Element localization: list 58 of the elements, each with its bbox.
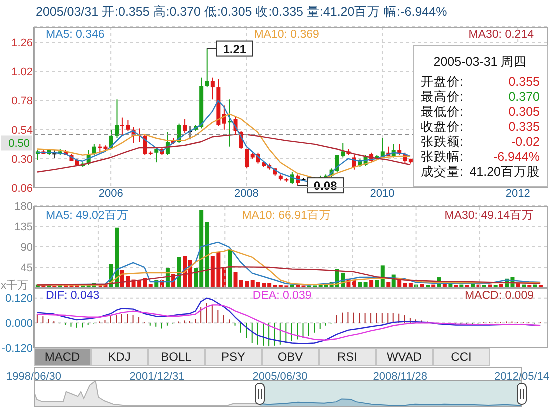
- ref-line-label: 0.50: [8, 138, 30, 150]
- tab: KDJ: [91, 348, 148, 366]
- tab: BOLL: [148, 348, 205, 366]
- annotation: 收盘价:: [421, 120, 464, 135]
- annotation: -6.944%: [493, 150, 540, 165]
- annotation: 最低价:: [421, 105, 464, 120]
- annotation: 开盘价:: [421, 75, 464, 90]
- x-tick-label: 2010: [370, 188, 395, 200]
- x-tick-label: 1998/06/30: [6, 371, 62, 383]
- text: 2005-03-31 周四: [432, 55, 528, 70]
- text: MA30: 49.14百万: [444, 209, 534, 223]
- y-tick-label: 0.54: [12, 124, 33, 137]
- tab: CCI: [433, 348, 490, 366]
- y-tick-label: 1.02: [12, 66, 33, 79]
- text: MA10: 0.369: [254, 29, 320, 41]
- chart-title: 2005/03/31 开:0.355 高:0.370 低:0.305 收:0.335 量:41.20百万 幅:-6.944%: [36, 4, 448, 21]
- x-tick-label: 2005/06/30: [252, 371, 308, 383]
- x-tick-label: 2001/12/31: [130, 371, 185, 383]
- annotation: 0.305: [508, 105, 540, 120]
- x-tick-label: 2008: [234, 188, 259, 200]
- text: MA30: 0.214: [468, 29, 534, 41]
- tab: RSI: [319, 348, 376, 366]
- tab: WVAD: [376, 348, 433, 366]
- text: MA10: 66.91百万: [242, 209, 332, 223]
- y-tick-label: 0.78: [12, 96, 33, 108]
- y-tick-label: 180: [14, 200, 33, 213]
- annotation: -0.02: [512, 135, 540, 150]
- y-tick-label: 0.06: [12, 182, 33, 195]
- tab: PSY: [205, 348, 262, 366]
- x-tick-label: 2008/11/28: [373, 371, 428, 383]
- tab: OBV: [262, 348, 319, 366]
- annotation: 张跌幅:: [421, 150, 464, 165]
- tab: MACD: [34, 348, 91, 366]
- y-tick-label: 0.000: [5, 318, 33, 330]
- text: MA5: 0.346: [46, 29, 105, 41]
- annotation: 最高价:: [421, 90, 464, 105]
- series-label: DEA: 0.039: [252, 290, 312, 302]
- y-tick-label: 1.26: [12, 38, 33, 50]
- y-axis-title: x千万: [1, 279, 28, 293]
- text: MA5: 49.02百万: [46, 209, 129, 223]
- y-tick-label: 0.120: [5, 293, 33, 306]
- x-tick-label: 2012/05/14: [494, 371, 550, 383]
- annotation: 1.21: [223, 42, 247, 56]
- y-tick-label: 0.30: [12, 154, 33, 166]
- y-tick-label: -0.120: [2, 342, 33, 355]
- series-label: MACD: 0.009: [464, 290, 534, 302]
- y-tick-label: 135: [14, 221, 33, 234]
- annotation: 0.355: [508, 75, 540, 90]
- annotation: 41.20百万股: [470, 165, 540, 180]
- annotation: 0.335: [508, 120, 540, 135]
- annotation: 成交量:: [421, 165, 464, 180]
- x-tick-label: 2012: [506, 188, 530, 200]
- x-tick-label: 2006: [98, 188, 124, 200]
- annotation: 0.370: [508, 90, 540, 105]
- y-tick-label: 90: [20, 242, 33, 254]
- annotation: 张跌额:: [421, 135, 464, 150]
- series-label: DIF: 0.043: [46, 290, 100, 302]
- y-tick-label: 45: [20, 262, 33, 274]
